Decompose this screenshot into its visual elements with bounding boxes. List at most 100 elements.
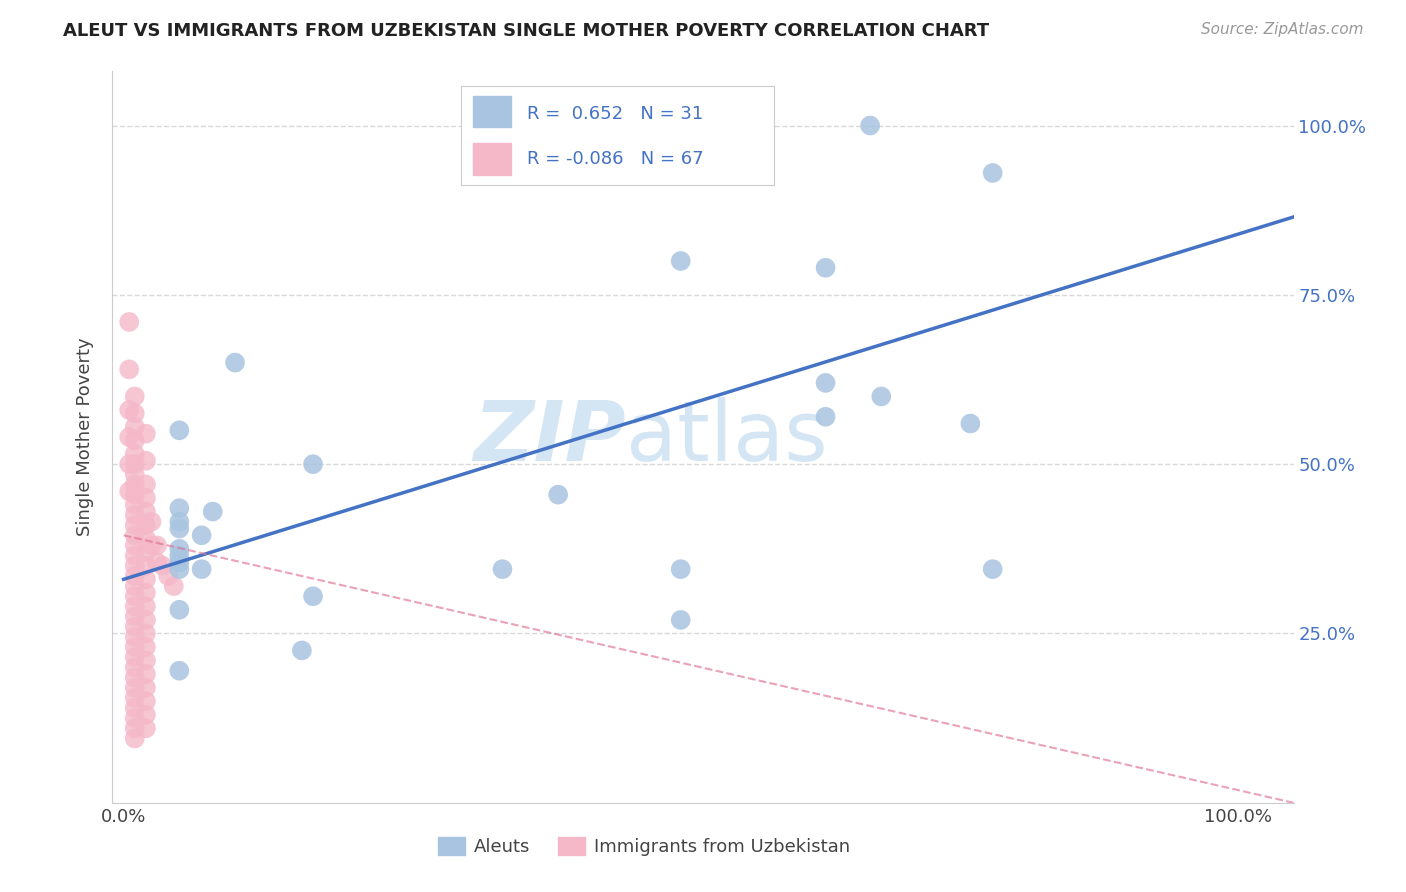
Point [201,505,224,519]
Point [124,599,146,614]
Point [141,515,163,529]
Point [124,609,146,624]
Point [135,626,157,640]
Point [169,515,191,529]
Point [152,558,174,573]
Point [135,599,157,614]
Point [124,701,146,715]
Point [135,667,157,681]
Point [118,362,141,376]
Point [118,403,141,417]
Point [224,355,246,369]
Point [135,558,157,573]
Point [124,671,146,685]
Point [959,417,981,431]
Y-axis label: Single Mother Poverty: Single Mother Poverty [76,338,94,536]
Point [669,613,692,627]
Point [124,630,146,644]
Text: ZIP: ZIP [474,397,626,477]
Point [135,454,157,468]
Point [135,707,157,722]
Point [547,488,569,502]
Point [669,254,692,268]
Point [169,549,191,563]
Point [479,119,502,133]
Point [291,643,314,657]
Point [118,457,141,471]
Point [124,569,146,583]
Point [124,477,146,491]
Point [124,508,146,522]
Point [124,549,146,563]
Point [124,420,146,434]
Point [124,711,146,725]
Point [169,501,191,516]
Point [135,613,157,627]
Point [124,681,146,695]
Point [124,650,146,665]
Point [163,579,186,593]
Text: Source: ZipAtlas.com: Source: ZipAtlas.com [1201,22,1364,37]
Point [169,603,191,617]
Point [124,579,146,593]
Point [146,555,169,569]
Point [302,589,325,603]
Point [169,423,191,437]
Point [124,660,146,674]
Point [814,260,837,275]
Point [124,538,146,552]
Point [870,389,893,403]
Point [135,518,157,533]
Point [135,586,157,600]
Point [157,569,180,583]
Text: atlas: atlas [626,397,828,477]
Point [124,558,146,573]
Point [814,409,837,424]
Point [669,562,692,576]
Point [190,562,212,576]
Point [135,545,157,559]
Point [135,681,157,695]
Point [135,721,157,735]
Point [124,406,146,420]
Point [124,528,146,542]
Point [118,315,141,329]
Point [124,620,146,634]
Text: ALEUT VS IMMIGRANTS FROM UZBEKISTAN SINGLE MOTHER POVERTY CORRELATION CHART: ALEUT VS IMMIGRANTS FROM UZBEKISTAN SING… [63,22,990,40]
Point [135,532,157,546]
Point [124,488,146,502]
Point [169,555,191,569]
Point [135,426,157,441]
Point [814,376,837,390]
Point [124,498,146,512]
Point [146,538,169,552]
Point [124,434,146,448]
Point [135,505,157,519]
Point [135,640,157,654]
Point [124,518,146,533]
Point [135,694,157,708]
Point [491,562,513,576]
Point [141,538,163,552]
Point [124,731,146,746]
Point [124,690,146,705]
Point [118,484,141,499]
Point [135,491,157,505]
Point [135,572,157,586]
Point [190,528,212,542]
Point [124,721,146,735]
Point [169,541,191,556]
Point [124,447,146,461]
Point [169,664,191,678]
Point [169,521,191,535]
Point [124,389,146,403]
Point [124,640,146,654]
Point [124,589,146,603]
Point [302,457,325,471]
Point [981,166,1004,180]
Point [124,467,146,482]
Point [859,119,882,133]
Point [981,562,1004,576]
Point [169,562,191,576]
Point [124,457,146,471]
